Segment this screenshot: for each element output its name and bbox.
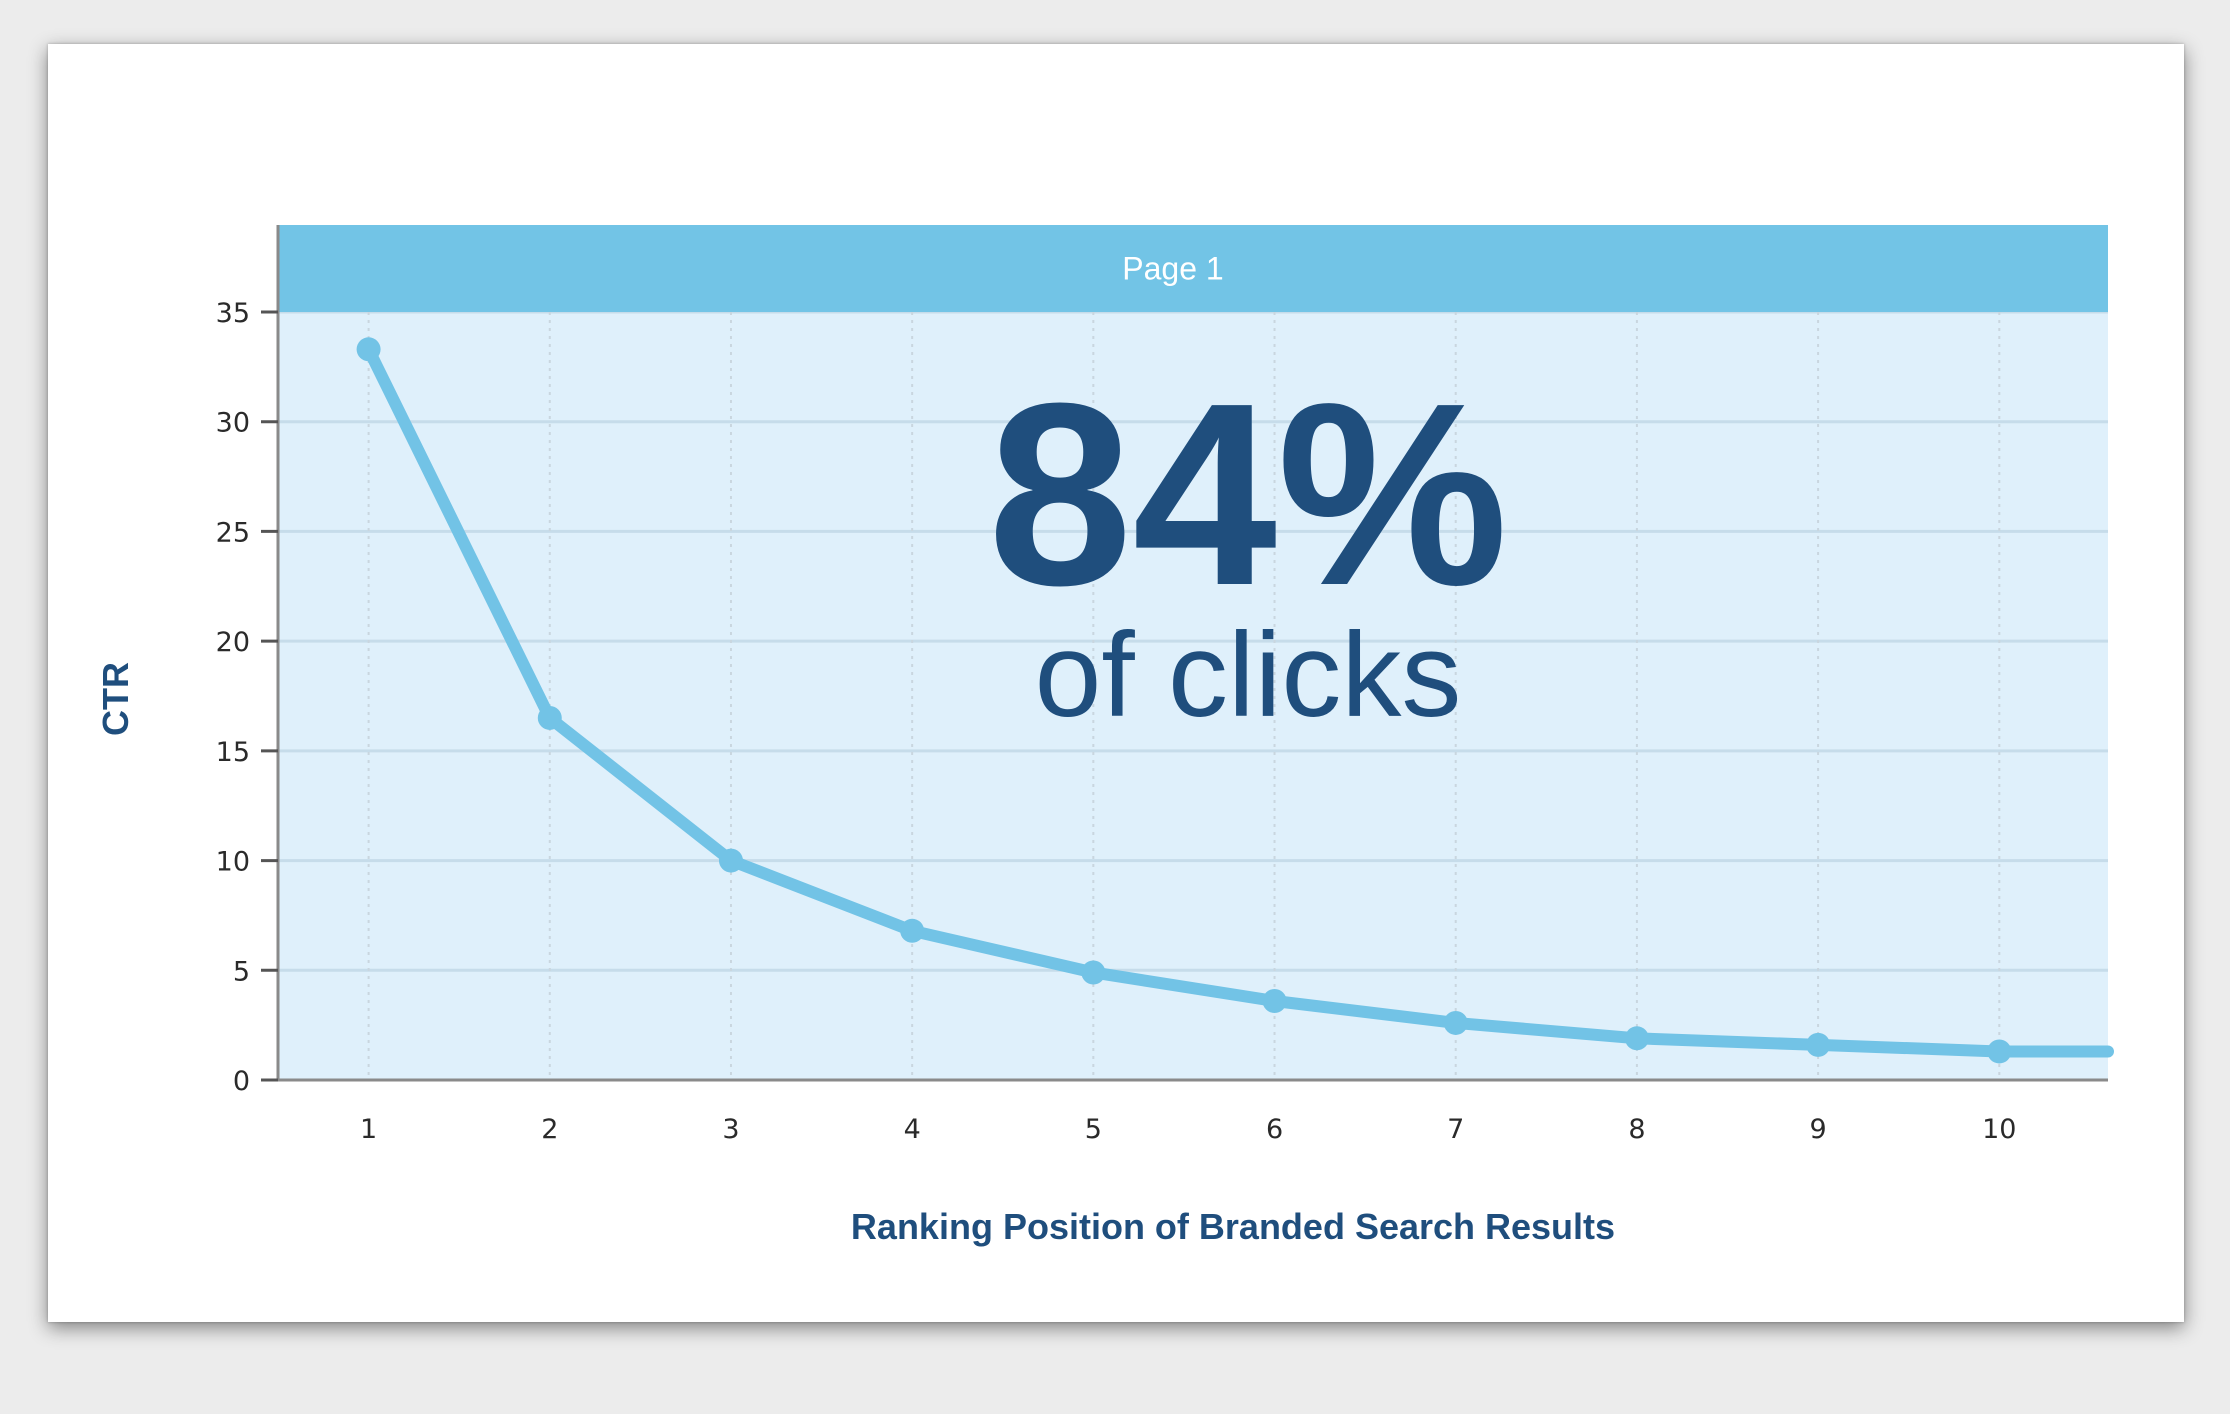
page-band-label: Page 1 bbox=[1122, 251, 1223, 287]
x-tick-label: 10 bbox=[1982, 1114, 2016, 1145]
x-tick-label: 8 bbox=[1628, 1114, 1645, 1145]
y-tick-label: 35 bbox=[216, 298, 250, 329]
data-point-4 bbox=[900, 918, 925, 943]
x-tick-label: 9 bbox=[1810, 1114, 1827, 1145]
annotation-layer: 84%of clicks bbox=[988, 350, 1508, 742]
x-tick-label: 4 bbox=[904, 1114, 921, 1145]
x-tick-label: 5 bbox=[1085, 1114, 1102, 1145]
data-point-1 bbox=[356, 337, 381, 362]
y-tick-label: 25 bbox=[216, 517, 250, 548]
data-point-9 bbox=[1806, 1032, 1831, 1057]
ctr-chart: Page 1 0 5 10 15 20 25 30 35 1 2 3 4 5 6 7 8 9 10 84%of c… bbox=[95, 225, 2114, 1247]
y-tick-label: 0 bbox=[233, 1066, 250, 1097]
headline-subtext: of clicks bbox=[1035, 608, 1462, 742]
y-tick-label: 30 bbox=[216, 408, 250, 439]
data-point-2 bbox=[537, 705, 562, 730]
x-tick-label: 7 bbox=[1447, 1114, 1464, 1145]
data-point-3 bbox=[718, 848, 743, 873]
page-band-layer: Page 1 bbox=[278, 225, 2108, 312]
chart-card: Page 1 0 5 10 15 20 25 30 35 1 2 3 4 5 6 7 8 9 10 84% of c… bbox=[48, 44, 2184, 1322]
tick-label-layer: 0 5 10 15 20 25 30 35 1 2 3 4 5 6 7 8 9 10 bbox=[216, 298, 2017, 1145]
y-tick-label: 5 bbox=[233, 956, 250, 987]
y-tick-label: 15 bbox=[216, 737, 250, 768]
plot-area bbox=[278, 225, 2108, 1080]
axis-titles-layer: Ranking Position of Branded Search Resul… bbox=[95, 662, 1615, 1247]
data-point-8 bbox=[1624, 1026, 1649, 1051]
x-axis-title: Ranking Position of Branded Search Resul… bbox=[851, 1206, 1615, 1247]
series-layer bbox=[356, 337, 2114, 1064]
plot-background-layer bbox=[278, 225, 2108, 1080]
axes-layer bbox=[261, 225, 2108, 1082]
x-tick-label: 6 bbox=[1266, 1114, 1283, 1145]
y-tick-label: 20 bbox=[216, 627, 250, 658]
y-tick-label: 10 bbox=[216, 847, 250, 878]
x-tick-label: 1 bbox=[360, 1114, 377, 1145]
x-tick-label: 2 bbox=[541, 1114, 558, 1145]
x-tick-label: 3 bbox=[722, 1114, 739, 1145]
data-point-6 bbox=[1262, 989, 1287, 1014]
data-point-7 bbox=[1443, 1010, 1468, 1035]
data-point-5 bbox=[1081, 960, 1106, 985]
headline-percent: 84% bbox=[988, 350, 1508, 640]
y-axis-title: CTR bbox=[95, 662, 136, 736]
page-band bbox=[278, 225, 2108, 312]
data-point-10 bbox=[1987, 1039, 2012, 1064]
